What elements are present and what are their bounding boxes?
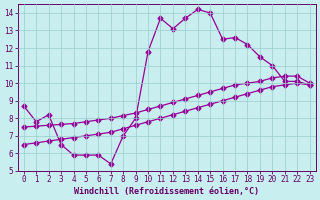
X-axis label: Windchill (Refroidissement éolien,°C): Windchill (Refroidissement éolien,°C)	[74, 187, 259, 196]
